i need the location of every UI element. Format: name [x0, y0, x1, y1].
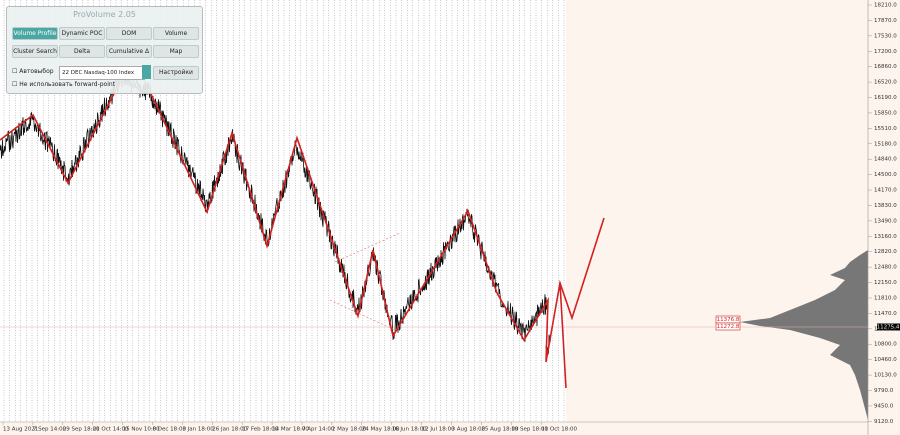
button[interactable]: Dynamic POC [59, 27, 105, 40]
price-label: 16190.0 [874, 95, 897, 101]
price-label: 13830.0 [874, 203, 897, 209]
time-label: 17 Feb 18:00 [242, 427, 279, 433]
price-tag: 11272.8 [717, 324, 740, 330]
checkbox-label: Не использовать forward-point [19, 81, 116, 88]
price-label: 11810.0 [874, 295, 897, 301]
button[interactable]: Cluster Search [12, 45, 58, 58]
price-label: 9120.0 [874, 419, 894, 425]
settings-button[interactable]: Настройки [153, 66, 199, 80]
time-label: 3 Aug 18:00 [452, 427, 486, 433]
price-label: 14500.0 [874, 172, 897, 178]
provolume-panel: ProVolume 2.05 Volume Profile Dynamic PO… [6, 6, 203, 94]
price-label: 11470.0 [874, 311, 897, 317]
price-label: 13160.0 [874, 234, 897, 240]
price-tag-box [715, 322, 741, 331]
time-label: 11 Oct 18:00 [541, 427, 577, 433]
price-label: 11140.0 [874, 326, 897, 332]
projection [559, 282, 567, 389]
price-label: 15510.0 [874, 126, 897, 132]
select-arrow[interactable] [142, 65, 151, 79]
time-label: 15 Nov 10:00 [123, 427, 161, 433]
time-label: 26 Jan 18:00 [212, 427, 247, 433]
button[interactable]: Map [153, 45, 199, 58]
price-label: 10800.0 [874, 342, 897, 348]
current-price-box [877, 323, 900, 331]
time-label: 13 Aug 2021 [3, 427, 38, 433]
price-label: 12820.0 [874, 249, 897, 255]
time-label: 14 Mar 18:00 [272, 427, 309, 433]
price-label: 14170.0 [874, 188, 897, 194]
time-label: 3 Jan 18:00 [182, 427, 214, 433]
price-label: 17200.0 [874, 49, 897, 55]
time-label: 16 Jun 18:00 [392, 427, 427, 433]
price-label: 15850.0 [874, 110, 897, 116]
price-label: 17530.0 [874, 33, 897, 39]
price-label: 17870.0 [874, 18, 897, 24]
time-label: 7 Apr 14:00 [302, 427, 335, 433]
price-label: 18210.0 [874, 3, 897, 9]
panel-title: ProVolume 2.05 [73, 10, 136, 19]
button[interactable]: Delta [59, 45, 105, 58]
volume-profile [740, 250, 868, 420]
price-label: 16860.0 [874, 64, 897, 70]
instrument-select[interactable]: 22 DEC Nasdaq-100 Index [59, 66, 145, 80]
time-label: 21 Oct 14:00 [93, 427, 129, 433]
time-label: 8 Dec 18:00 [153, 427, 187, 433]
time-label: 2 May 18:00 [332, 427, 367, 433]
time-label: 29 Sep 18:00 [63, 427, 100, 433]
price-label: 14840.0 [874, 157, 897, 163]
button[interactable]: Volume Profile [12, 27, 58, 40]
time-label: 12 Jul 18:00 [422, 427, 455, 433]
price-label: 13490.0 [874, 218, 897, 224]
price-label: 10460.0 [874, 357, 897, 363]
button[interactable]: Volume [153, 27, 199, 40]
time-label: 19 Sep 18:00 [511, 427, 548, 433]
price-label: 10130.0 [874, 373, 897, 379]
price-label: 12480.0 [874, 265, 897, 271]
price-label: 12150.0 [874, 280, 897, 286]
price-label: 16520.0 [874, 80, 897, 86]
price-label: 9790.0 [874, 388, 894, 394]
button[interactable]: DOM [106, 27, 152, 40]
price-label: 15180.0 [874, 141, 897, 147]
checkbox[interactable]: ☐ Автовыбор [12, 68, 54, 75]
time-label: 24 May 18:00 [362, 427, 400, 433]
price-label: 9450.0 [874, 403, 894, 409]
time-label: 25 Aug 18:00 [481, 427, 519, 433]
price-tag: 11376.8 [717, 317, 740, 323]
time-label: 7 Sep 14:00 [33, 427, 67, 433]
button[interactable]: Cumulative Δ [106, 45, 152, 58]
checkbox[interactable]: ☐ Не использовать forward-point [12, 81, 116, 88]
checkbox-label: Автовыбор [19, 68, 54, 75]
current-price: 11275.4 [877, 325, 900, 331]
